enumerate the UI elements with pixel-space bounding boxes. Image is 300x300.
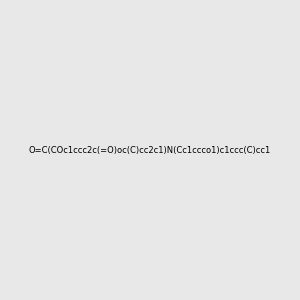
Text: O=C(COc1ccc2c(=O)oc(C)cc2c1)N(Cc1ccco1)c1ccc(C)cc1: O=C(COc1ccc2c(=O)oc(C)cc2c1)N(Cc1ccco1)c… — [29, 146, 271, 154]
